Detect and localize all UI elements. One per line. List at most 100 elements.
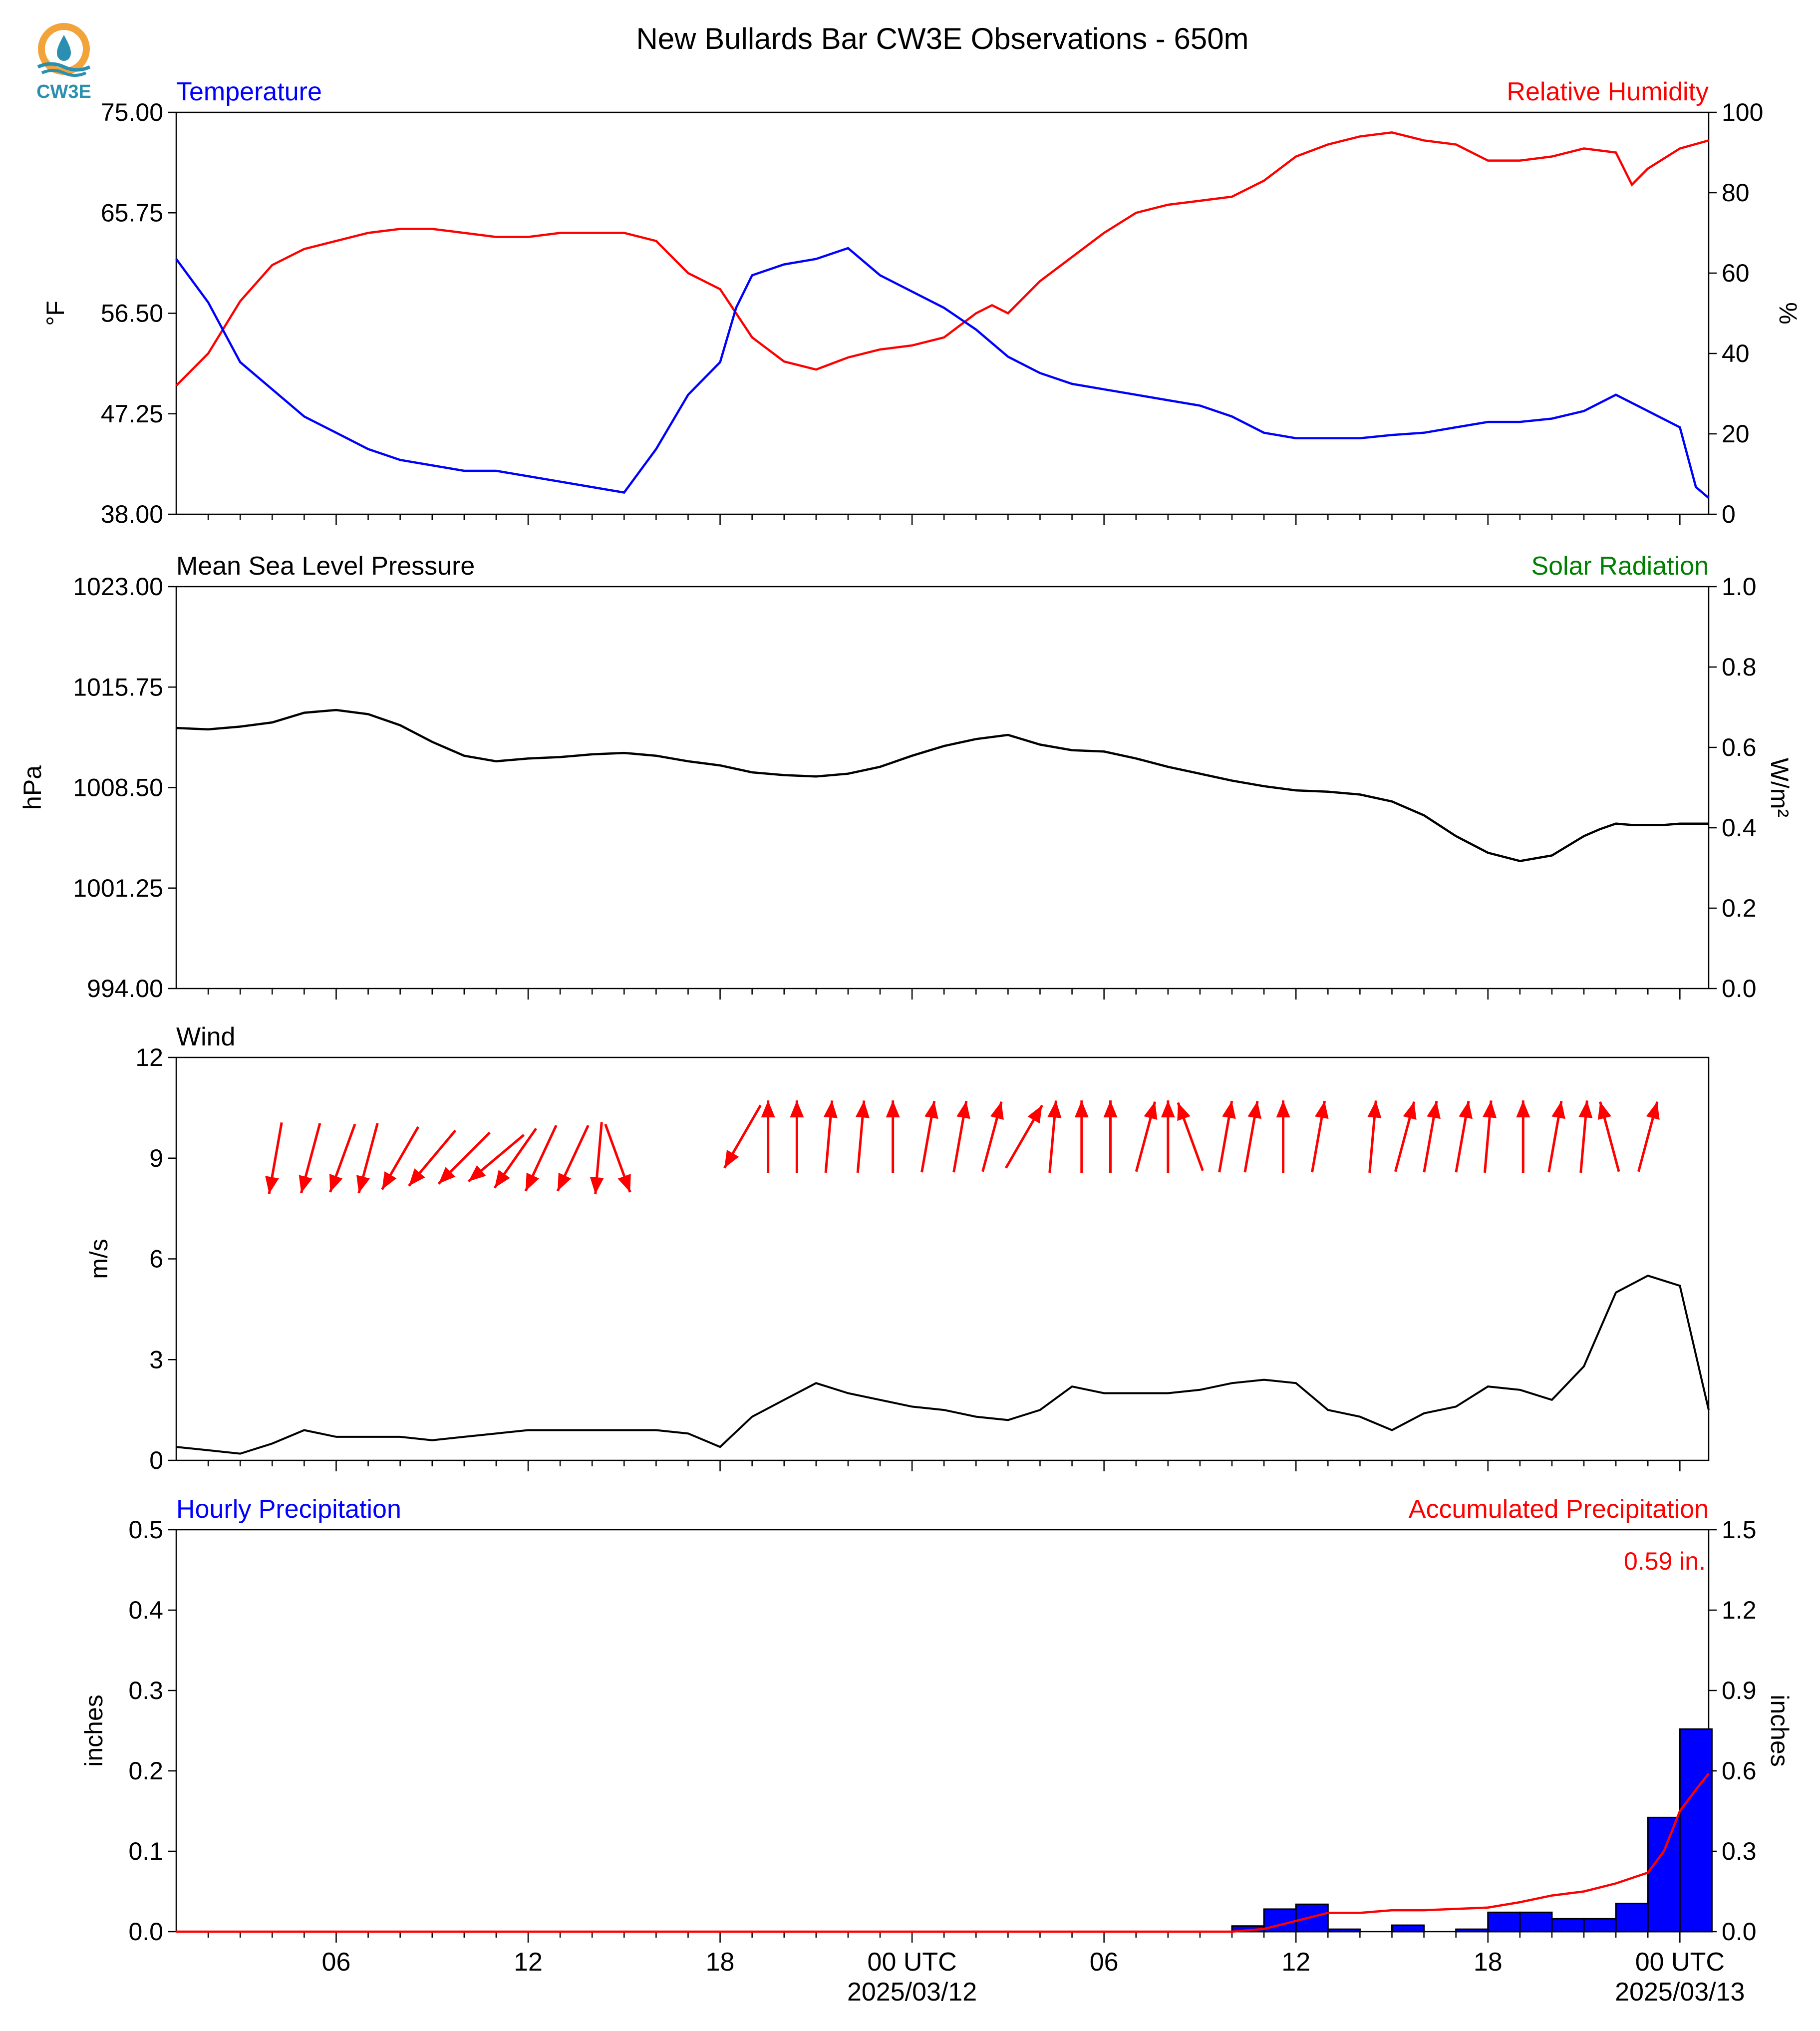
y2-tick-label: 20 (1722, 420, 1750, 448)
wind-arrow (1483, 1100, 1497, 1173)
y-tick-label: 12 (135, 1043, 163, 1071)
y-tick-label: 0.0 (128, 1918, 163, 1946)
wind-arrow (823, 1100, 838, 1173)
y2-tick-label: 80 (1722, 179, 1750, 207)
y-tick-label: 0.1 (128, 1837, 163, 1865)
wind-arrow (761, 1100, 775, 1173)
wind-arrow (590, 1122, 604, 1195)
wind-arrow (329, 1123, 356, 1193)
panel-left-title: Temperature (176, 77, 322, 106)
panel-wind: 12 9 6 3 0 Wind m/s (85, 1022, 1710, 1474)
y2-tick-label: 0 (1722, 500, 1736, 528)
precip-bar (1583, 1918, 1617, 1933)
y-tick-label: 38.00 (101, 500, 163, 528)
y2-tick-label: 1.0 (1722, 573, 1757, 601)
wind-arrow (604, 1123, 631, 1193)
y-tick-label: 9 (149, 1144, 163, 1172)
wind-arrow (524, 1124, 558, 1192)
wind-arrow (1161, 1100, 1175, 1173)
precip-bar (1679, 1728, 1713, 1933)
wind-arrow (952, 1100, 970, 1173)
wind-arrow (1047, 1100, 1062, 1173)
wind-arrow (1394, 1101, 1417, 1172)
wind-arrow (467, 1134, 525, 1183)
precip-bar (1455, 1928, 1489, 1933)
wind-arrow (920, 1100, 938, 1173)
wind-arrow (299, 1123, 321, 1194)
panel-precipitation: 0.5 0.4 0.3 0.2 0.1 0.0 1.5 1.2 0.9 0.6 0.3 0.0 Hour… (80, 1495, 1794, 2007)
wind-arrow (1276, 1100, 1290, 1173)
x-tick-label: 12 (1281, 1948, 1310, 1977)
wind-arrow (437, 1131, 491, 1185)
x-date-label: 2025/03/12 (847, 1978, 977, 2007)
precip-bar (1519, 1911, 1553, 1933)
wind-arrow (1243, 1100, 1261, 1173)
y-tick-label: 1001.25 (73, 874, 163, 902)
wind-arrow (855, 1100, 870, 1173)
panel-left-title: Wind (176, 1022, 235, 1051)
precip-bar (1487, 1911, 1521, 1933)
y-axis-label: inches (80, 1694, 108, 1767)
wind-arrow (1455, 1100, 1473, 1173)
y-tick-label: 1015.75 (73, 673, 163, 701)
panel-pressure_solar: 1023.00 1015.75 1008.50 1001.25 994.00 1.0 0.8… (18, 552, 1794, 1003)
y2-tick-label: 0.3 (1722, 1837, 1757, 1865)
wind-arrow (408, 1129, 457, 1187)
y-tick-label: 1008.50 (73, 774, 163, 802)
panel-left-title: Hourly Precipitation (176, 1495, 401, 1524)
wind-arrow (1547, 1100, 1565, 1173)
wind-arrow (981, 1101, 1004, 1172)
y-axis-label: hPa (18, 765, 46, 810)
y-tick-label: 0.5 (128, 1516, 163, 1544)
wind-arrow (886, 1100, 900, 1173)
wind-arrow (1218, 1100, 1236, 1173)
precip-bar (1551, 1918, 1585, 1933)
wind-arrow (790, 1100, 804, 1173)
precip-bar (1391, 1924, 1425, 1933)
accumulated-total-label: 0.59 in. (1624, 1547, 1706, 1575)
y-tick-label: 3 (149, 1346, 163, 1373)
wind-arrow (356, 1123, 379, 1194)
wind-arrow (1423, 1100, 1441, 1173)
chart-title: New Bullards Bar CW3E Observations - 650… (636, 22, 1248, 55)
panel-right-title: Solar Radiation (1531, 552, 1709, 581)
wind-arrow (1311, 1100, 1329, 1173)
wind-arrow (1177, 1102, 1204, 1171)
wind-arrow (1597, 1101, 1620, 1172)
y-tick-label: 56.50 (101, 300, 163, 328)
panel-right-title: Relative Humidity (1507, 77, 1709, 106)
x-tick-label: 06 (1090, 1948, 1119, 1977)
y2-tick-label: 1.2 (1722, 1596, 1757, 1624)
panel-temperature_humidity: 75.00 65.75 56.50 47.25 38.00 100 80 60 40 20 0 Tem… (41, 77, 1802, 528)
y-tick-label: 0.3 (128, 1677, 163, 1704)
y2-tick-label: 0.9 (1722, 1677, 1757, 1704)
wind-arrow (265, 1122, 283, 1194)
y2-tick-label: 0.0 (1722, 975, 1757, 1003)
wind-arrow (1005, 1104, 1043, 1169)
x-tick-label: 00 UTC (1635, 1948, 1725, 1977)
wind-arrow (1637, 1101, 1660, 1172)
temperature-line (175, 247, 1710, 499)
y2-tick-label: 60 (1722, 259, 1750, 287)
y-tick-label: 994.00 (87, 975, 163, 1003)
x-tick-label: 18 (706, 1948, 735, 1977)
precip-bar (1327, 1928, 1361, 1933)
precip-bar (1647, 1816, 1681, 1933)
y-tick-label: 6 (149, 1245, 163, 1273)
x-tick-label: 06 (322, 1948, 351, 1977)
x-date-label: 2025/03/13 (1615, 1978, 1745, 2007)
panel-left-title: Mean Sea Level Pressure (176, 552, 475, 581)
x-tick-label: 00 UTC (868, 1948, 957, 1977)
y2-tick-label: 0.8 (1722, 653, 1757, 681)
x-tick-label: 18 (1474, 1948, 1503, 1977)
y-tick-label: 1023.00 (73, 573, 163, 601)
humidity-line (175, 131, 1709, 386)
wind-arrow (723, 1104, 762, 1169)
wind-arrow (1578, 1100, 1593, 1173)
accumulated-precip-line (176, 1772, 1710, 1933)
y-tick-label: 47.25 (101, 400, 163, 428)
y2-tick-label: 40 (1722, 339, 1750, 367)
y2-tick-label: 1.5 (1722, 1516, 1757, 1544)
